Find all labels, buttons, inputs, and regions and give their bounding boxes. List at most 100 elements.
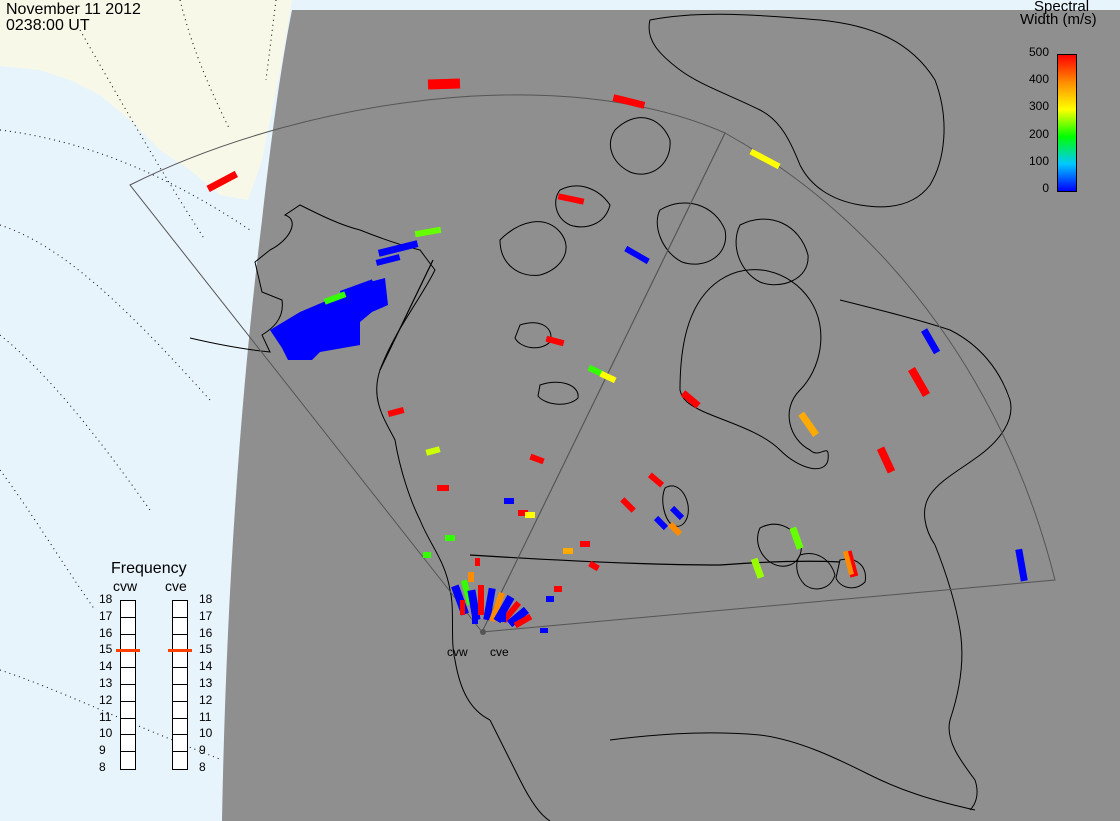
frequency-scale-label: 12 [199, 692, 213, 707]
frequency-scale-label: 8 [99, 760, 106, 774]
frequency-grid-line [172, 633, 188, 635]
radar-sites [480, 629, 486, 635]
cell [472, 610, 478, 624]
frequency-scale-label: 9 [99, 743, 106, 758]
site-label-cvw: cvw [447, 645, 468, 659]
cell [377, 240, 419, 257]
cell [667, 521, 683, 537]
colorbar-tick-label: 500 [1028, 45, 1049, 59]
frequency-scale-label: 17 [199, 608, 213, 623]
frequency-radar-name: cve [165, 578, 187, 594]
date-label: November 11 2012 [6, 1, 141, 18]
colorbar-tick-label: 300 [1028, 99, 1049, 114]
cell [1015, 548, 1028, 582]
cell [427, 78, 461, 90]
cell [504, 498, 514, 504]
frequency-title: Frequency [111, 560, 187, 577]
borders [379, 259, 841, 566]
cell [680, 390, 701, 409]
fov-cve [481, 132, 1056, 633]
frequency-scale-column [120, 600, 136, 770]
frequency-grid-line [120, 667, 136, 669]
frequency-grid-line [172, 700, 188, 702]
colorbar-tick-label: 400 [1028, 72, 1049, 87]
cell [478, 585, 484, 615]
colorbar-title-line2: Width (m/s) [1020, 11, 1097, 28]
cell [624, 245, 650, 265]
cell [789, 526, 804, 550]
frequency-scale-label: 16 [199, 625, 213, 640]
cell [437, 485, 449, 491]
cell [518, 510, 528, 516]
frequency-grid-line [172, 667, 188, 669]
colorbar-tick-label: 200 [1028, 126, 1049, 141]
frequency-scale-label: 12 [99, 692, 113, 707]
site-label-cve: cve [490, 645, 509, 659]
frequency-grid-line [172, 717, 188, 719]
cell [270, 278, 388, 360]
frequency-indicator [168, 649, 192, 653]
cell [414, 226, 442, 238]
cell [529, 453, 545, 465]
frequency-scale-label: 15 [99, 642, 113, 657]
frequency-scale-column [172, 600, 188, 770]
frequency-grid-line [120, 751, 136, 753]
frequency-scale-label: 11 [199, 709, 212, 724]
frequency-grid-line [172, 751, 188, 753]
colorbar-tick-label: 100 [1028, 153, 1049, 168]
cell [460, 600, 465, 615]
cell [921, 328, 941, 355]
frequency-grid-line [120, 734, 136, 736]
cell [489, 591, 505, 623]
colorbar-tick-label: 0 [1042, 181, 1049, 195]
cell [423, 552, 431, 558]
scatter-cells [206, 78, 1028, 633]
cell [599, 370, 617, 384]
frequency-scale-label: 18 [199, 592, 213, 606]
cell [525, 512, 535, 518]
frequency-grid-line [120, 700, 136, 702]
frequency-scale-label: 17 [99, 608, 113, 623]
frequency-scale-label: 13 [199, 676, 213, 690]
frequency-scale-label: 16 [99, 625, 113, 640]
frequency-scale-label: 14 [199, 659, 213, 674]
cell [908, 367, 930, 397]
cell [580, 541, 590, 547]
frequency-scale-label: 18 [99, 592, 113, 606]
cell [493, 594, 515, 624]
cell [587, 364, 605, 378]
frequency-grid-line [120, 717, 136, 719]
cell [557, 193, 585, 205]
frequency-scale-label: 14 [99, 659, 113, 674]
frequency-grid-line [172, 684, 188, 685]
cell [483, 587, 496, 621]
frequency-grid-line [120, 616, 136, 618]
night-shade-region [222, 10, 1120, 821]
frequency-scale-label: 8 [199, 760, 206, 774]
frequency-grid-line [120, 633, 136, 635]
cell [876, 446, 896, 474]
cell [339, 279, 375, 297]
cell [653, 515, 669, 531]
frequency-grid-line [172, 734, 188, 736]
frequency-grid-line [120, 684, 136, 685]
cell [513, 613, 533, 629]
cell [540, 628, 548, 633]
frequency-scale-label: 10 [99, 726, 113, 741]
fov-cvw [129, 94, 726, 633]
frequency-grid-line [172, 616, 188, 618]
frequency-radar-name: cvw [113, 578, 138, 594]
cell [563, 548, 573, 554]
frequency-indicator [116, 649, 140, 653]
frequency-scale-label: 15 [199, 642, 213, 657]
cell [669, 505, 685, 521]
time-label: 0238:00 UT [6, 17, 90, 34]
cell [500, 612, 506, 622]
cell [842, 550, 855, 576]
cell [588, 560, 600, 572]
day-land-region [0, 0, 292, 200]
cell [387, 407, 405, 417]
cell [798, 411, 819, 437]
